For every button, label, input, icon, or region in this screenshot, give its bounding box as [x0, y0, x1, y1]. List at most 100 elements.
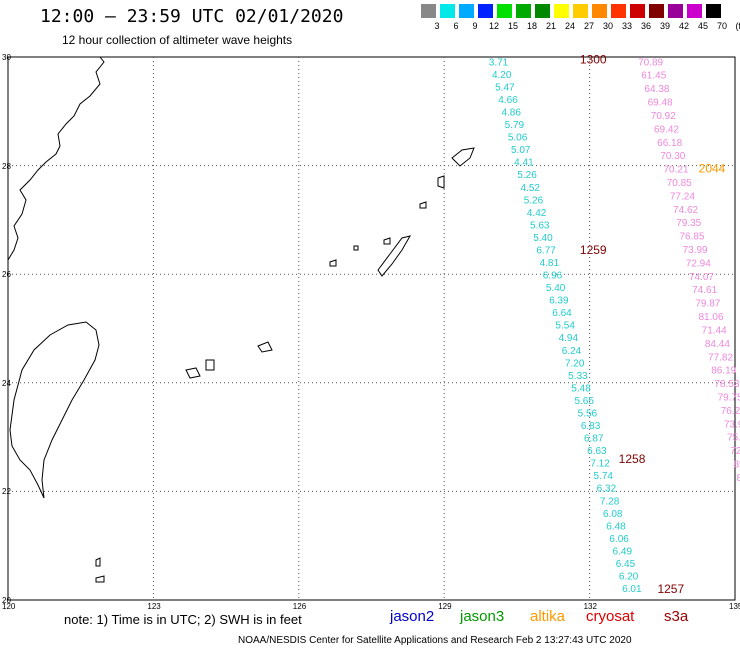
map-subtitle: 12 hour collection of altimeter wave hei…: [62, 33, 293, 47]
wave-height-value: 6.24: [562, 346, 582, 357]
wave-height-value: 4.94: [559, 333, 579, 344]
wave-height-value: 7.12: [590, 459, 610, 470]
wave-height-value: 75.34: [727, 433, 740, 444]
wave-height-value: 69.48: [648, 98, 673, 109]
latitude-tick-label: 30: [2, 53, 11, 62]
legend-label: 3: [434, 21, 440, 31]
wave-height-value: 66.18: [657, 138, 682, 149]
legend-swatch: [649, 4, 664, 18]
wave-height-value: 5.40: [546, 283, 566, 294]
latitude-tick-label: 20: [2, 596, 11, 605]
wave-height-value: 5.47: [495, 82, 515, 93]
wave-height-value: 70.92: [651, 111, 676, 122]
wave-height-value: 6.06: [609, 534, 629, 545]
legend-swatch: [440, 4, 455, 18]
map-title: 12:00 – 23:59 UTC 02/01/2020: [40, 6, 344, 27]
wave-height-value: 5.06: [508, 133, 528, 144]
longitude-tick-label: 129: [438, 602, 452, 611]
legend-label: (ft): [735, 21, 740, 31]
wave-height-value: 4.86: [501, 108, 521, 119]
wave-height-value: 5.40: [533, 233, 553, 244]
legend-label: 18: [526, 21, 537, 31]
wave-height-value: 74.07: [689, 272, 714, 283]
legend-label: 6: [453, 21, 459, 31]
longitude-tick-label: 126: [292, 602, 307, 611]
satellite-name-cryosat: cryosat: [586, 608, 635, 625]
wave-height-value: 6.87: [584, 434, 604, 445]
altimeter-tracks: 3.714.205.474.664.865.795.065.074.415.26…: [489, 53, 740, 596]
wave-height-value: 70.21: [664, 165, 689, 176]
legend-swatch: [706, 4, 721, 18]
wave-height-value: 72.94: [686, 258, 711, 269]
wave-height-value: 4.52: [521, 183, 541, 194]
latitude-tick-label: 28: [2, 161, 11, 171]
legend-label: 45: [697, 21, 708, 31]
wave-height-value: 79.87: [695, 299, 720, 310]
legend-swatch: [573, 4, 588, 18]
longitude-tick-label: 132: [583, 602, 597, 611]
legend-label: 42: [678, 21, 689, 31]
wave-height-value: 70.85: [667, 178, 692, 189]
legend-swatch: [592, 4, 607, 18]
wave-height-value: 64.38: [644, 84, 669, 95]
china-coastline: [7, 56, 105, 261]
legend-label: 70: [716, 21, 727, 31]
taiwan-coastline: [9, 321, 100, 499]
wave-height-value: 4.81: [540, 258, 560, 269]
legend-label: 36: [640, 21, 651, 31]
legend-swatch: [459, 4, 474, 18]
ryukyu-islands: [185, 147, 475, 379]
satellite-name-altika: altika: [530, 608, 566, 625]
wave-height-value: 73.99: [683, 245, 708, 256]
wave-height-value: 61.45: [641, 71, 666, 82]
wave-height-value: 6.08: [603, 509, 623, 520]
wave-height-value: 7.28: [600, 496, 620, 507]
wave-height-value: 74.62: [673, 205, 698, 216]
wave-height-value: 76.28: [721, 406, 740, 417]
latitude-tick-label: 24: [2, 378, 11, 388]
legend-label: 27: [583, 21, 594, 31]
wave-height-value: 76.85: [679, 232, 704, 243]
southern-islets: [95, 557, 105, 583]
track-time-label: 1257: [657, 582, 684, 596]
track-time-label: 2044: [699, 161, 726, 175]
wave-height-value: 6.96: [543, 271, 563, 282]
wave-height-value: 4.66: [498, 95, 518, 106]
wave-height-value: 5.54: [555, 321, 575, 332]
legend-label: 12: [488, 21, 499, 31]
wave-height-value: 5.48: [571, 383, 591, 394]
latitude-tick-label: 22: [2, 487, 11, 497]
wave-height-value: 74.61: [692, 285, 717, 296]
legend-swatch: [630, 4, 645, 18]
wave-height-value: 73.98: [724, 419, 740, 430]
wave-height-value: 84.44: [705, 339, 730, 350]
wave-height-value: 5.56: [578, 408, 598, 419]
wave-height-value: 6.77: [536, 245, 556, 256]
legend-swatch: [687, 4, 702, 18]
wave-height-value: 6.64: [552, 308, 572, 319]
legend-label: 24: [564, 21, 575, 31]
map-frame: [7, 56, 736, 601]
legend-swatch: [478, 4, 493, 18]
satellite-name-jason3: jason3: [460, 608, 505, 625]
satellite-name-s3a: s3a: [664, 608, 689, 625]
wave-height-value: 78.53: [714, 379, 739, 390]
legend-label: 33: [621, 21, 632, 31]
wave-height-value: 6.20: [619, 572, 639, 583]
satellite-name-jason2: jason2: [390, 608, 435, 625]
legend-label: 15: [507, 21, 518, 31]
footer-credit: NOAA/NESDIS Center for Satellite Applica…: [238, 635, 632, 646]
wave-height-value: 71.44: [702, 325, 727, 336]
wave-height-value: 70.30: [660, 151, 685, 162]
wave-height-value: 79.75: [718, 392, 740, 403]
wave-height-value: 6.63: [587, 446, 607, 457]
legend-label: 9: [472, 21, 478, 31]
longitude-tick-label: 123: [147, 602, 161, 611]
wave-height-value: 3.71: [489, 57, 509, 68]
latitude-tick-label: 26: [2, 270, 11, 280]
wave-height-value: 87.11: [737, 473, 740, 484]
wave-height-value: 5.26: [517, 170, 537, 181]
longitude-tick-label: 120: [2, 602, 16, 611]
wave-height-value: 5.07: [511, 145, 531, 156]
